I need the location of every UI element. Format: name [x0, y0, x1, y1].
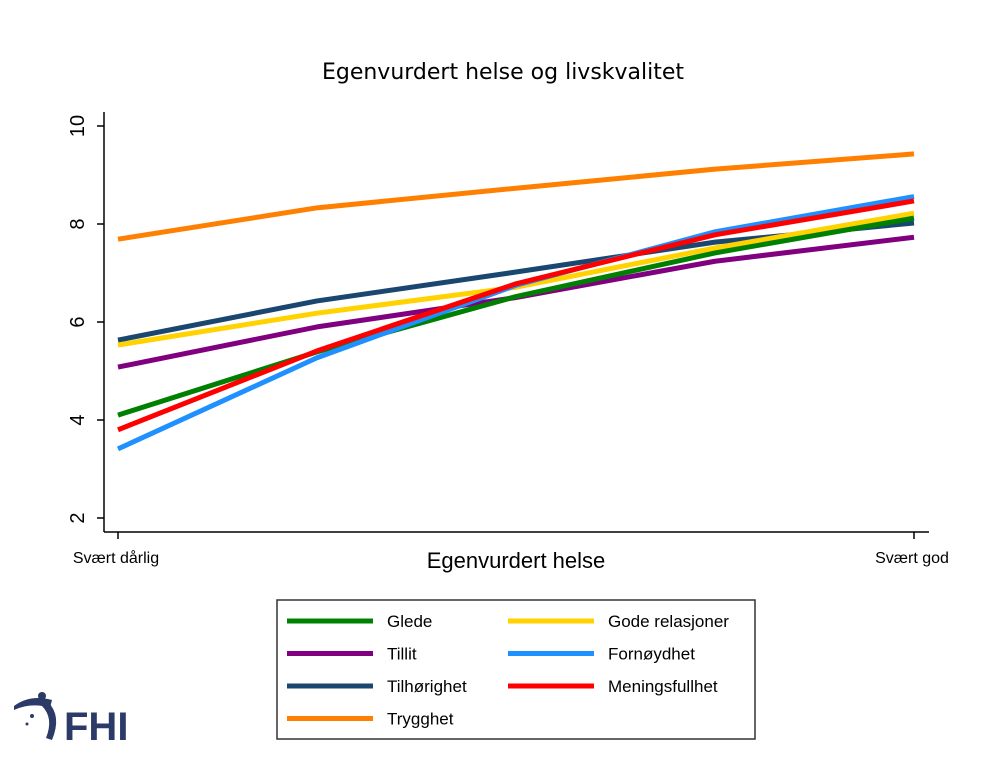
- series-line-gode-relasjoner: [117, 210, 915, 348]
- x-tick-label: Svært dårlig: [73, 549, 159, 567]
- legend-label: Tilhørighet: [387, 677, 467, 696]
- legend-label: Trygghet: [387, 710, 454, 729]
- y-tick-label: 2: [67, 512, 89, 523]
- series-line-meningsfullhet: [117, 198, 915, 433]
- y-tick-label: 4: [67, 414, 89, 425]
- x-tick-label: Svært god: [875, 550, 949, 567]
- y-tick-label: 6: [67, 316, 89, 327]
- y-tick-label: 10: [67, 115, 89, 137]
- legend-label: Glede: [387, 612, 432, 631]
- logo-text: FHI: [64, 705, 128, 749]
- legend-label: Gode relasjoner: [608, 612, 729, 631]
- x-axis-label: Egenvurdert helse: [427, 548, 606, 573]
- series-line-glede: [117, 215, 915, 418]
- legend-label: Meningsfullhet: [608, 677, 718, 696]
- legend-label: Tillit: [387, 645, 417, 664]
- legend-label: Fornøydhet: [608, 645, 695, 664]
- chart-title: Egenvurdert helse og livskvalitet: [322, 60, 684, 85]
- fhi-logo: FHI: [14, 692, 128, 749]
- series-line-tillit: [117, 234, 915, 370]
- series-line-trygghet: [117, 151, 915, 242]
- y-tick-label: 8: [67, 218, 89, 229]
